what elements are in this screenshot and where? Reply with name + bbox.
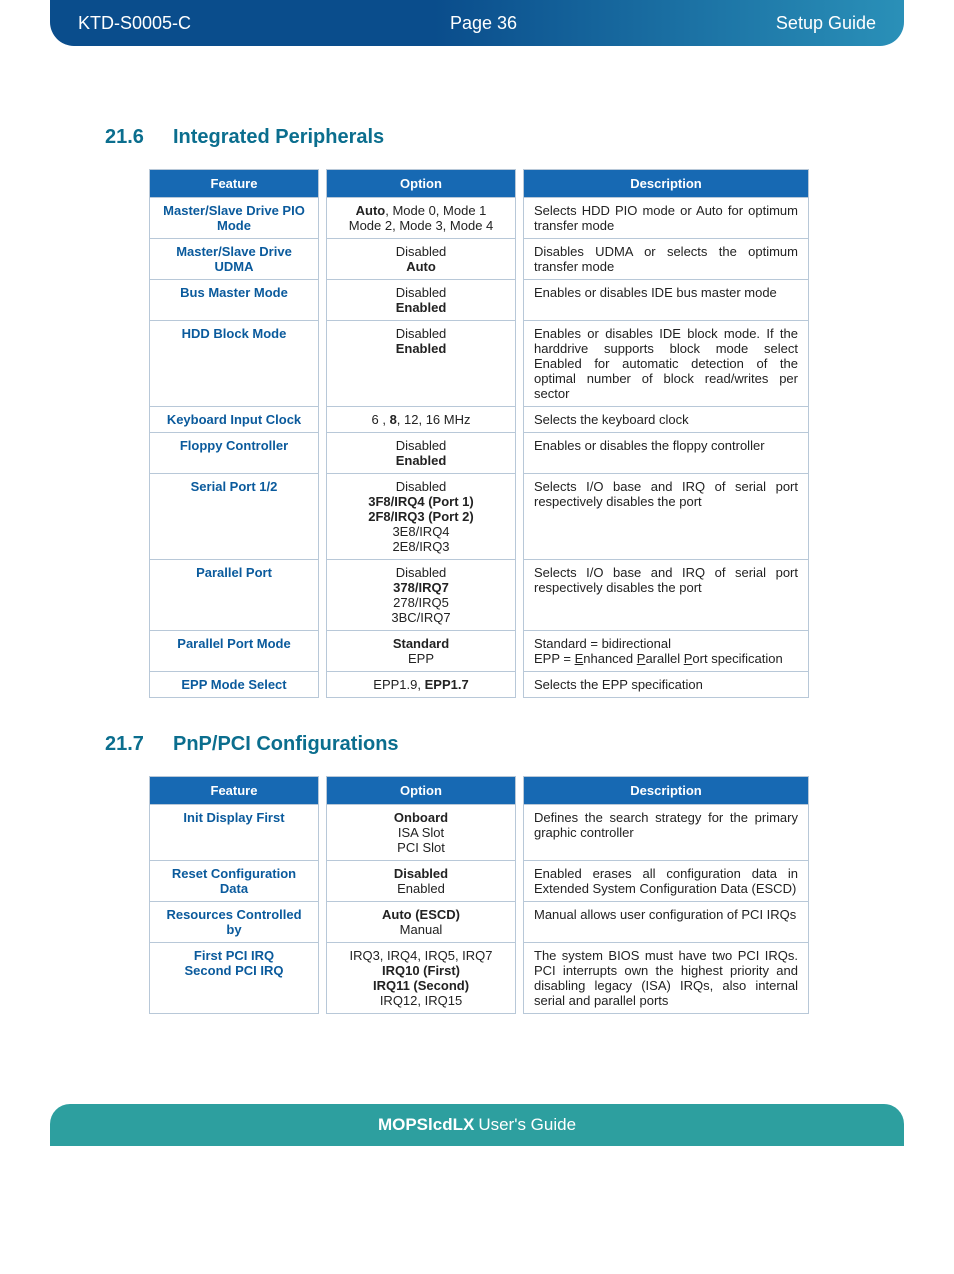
feature-cell: Master/Slave Drive PIOMode [149, 198, 319, 239]
col-feature: Feature [149, 776, 319, 805]
feature-cell: Bus Master Mode [149, 280, 319, 321]
description-cell: Selects the EPP specification [523, 672, 809, 698]
feature-cell: EPP Mode Select [149, 672, 319, 698]
option-cell: Auto, Mode 0, Mode 1Mode 2, Mode 3, Mode… [326, 198, 516, 239]
feature-cell: Reset Configuration Data [149, 861, 319, 902]
table-row: Master/Slave Drive UDMADisabledAutoDisab… [149, 239, 809, 280]
section-number: 21.6 [105, 126, 145, 149]
option-cell: Auto (ESCD)Manual [326, 902, 516, 943]
option-cell: DisabledEnabled [326, 861, 516, 902]
col-option: Option [326, 169, 516, 198]
footer-product: MOPSlcdLX [378, 1115, 474, 1135]
description-cell: Enables or disables IDE bus master mode [523, 280, 809, 321]
feature-cell: Parallel Port Mode [149, 631, 319, 672]
table-row: Bus Master ModeDisabledEnabledEnables or… [149, 280, 809, 321]
col-feature: Feature [149, 169, 319, 198]
description-cell: Selects I/O base and IRQ of serial port … [523, 474, 809, 560]
option-cell: DisabledEnabled [326, 280, 516, 321]
description-cell: Selects I/O base and IRQ of serial port … [523, 560, 809, 631]
col-description: Description [523, 776, 809, 805]
table-row: Parallel PortDisabled378/IRQ7278/IRQ53BC… [149, 560, 809, 631]
table-header-row: Feature Option Description [149, 169, 809, 198]
feature-cell: Serial Port 1/2 [149, 474, 319, 560]
section-heading-21-7: 21.7 PnP/PCI Configurations [105, 733, 904, 756]
section-number: 21.7 [105, 733, 145, 756]
option-cell: DisabledEnabled [326, 433, 516, 474]
bottom-banner: MOPSlcdLX User's Guide [50, 1104, 904, 1146]
option-cell: EPP1.9, EPP1.7 [326, 672, 516, 698]
feature-cell: Parallel Port [149, 560, 319, 631]
table-row: Serial Port 1/2Disabled3F8/IRQ4 (Port 1)… [149, 474, 809, 560]
table-row: Floppy ControllerDisabledEnabledEnables … [149, 433, 809, 474]
option-cell: IRQ3, IRQ4, IRQ5, IRQ7IRQ10 (First)IRQ11… [326, 943, 516, 1014]
table-row: Reset Configuration DataDisabledEnabledE… [149, 861, 809, 902]
doc-id: KTD-S0005-C [78, 13, 191, 34]
table-row: HDD Block ModeDisabledEnabledEnables or … [149, 321, 809, 407]
description-cell: Selects the keyboard clock [523, 407, 809, 433]
description-cell: Standard = bidirectionalEPP = Enhanced P… [523, 631, 809, 672]
integrated-peripherals-table: Feature Option Description Master/Slave … [149, 169, 809, 698]
feature-cell: HDD Block Mode [149, 321, 319, 407]
section-title: Integrated Peripherals [173, 126, 384, 149]
option-cell: OnboardISA SlotPCI Slot [326, 805, 516, 861]
option-cell: 6 , 8, 12, 16 MHz [326, 407, 516, 433]
page-number: Page 36 [450, 13, 517, 34]
table-row: Resources Controlled byAuto (ESCD)Manual… [149, 902, 809, 943]
footer-rest: User's Guide [478, 1115, 576, 1135]
table-row: Parallel Port ModeStandardEPPStandard = … [149, 631, 809, 672]
description-cell: Selects HDD PIO mode or Auto for optimum… [523, 198, 809, 239]
col-description: Description [523, 169, 809, 198]
table-row: Keyboard Input Clock 6 , 8, 12, 16 MHz Sel… [149, 407, 809, 433]
option-cell: Disabled378/IRQ7278/IRQ53BC/IRQ7 [326, 560, 516, 631]
section-title: PnP/PCI Configurations [173, 733, 399, 756]
feature-cell: Init Display First [149, 805, 319, 861]
pnp-pci-table: Feature Option Description Init Display … [149, 776, 809, 1014]
option-cell: Disabled3F8/IRQ4 (Port 1)2F8/IRQ3 (Port … [326, 474, 516, 560]
description-cell: Disables UDMA or selects the optimum tra… [523, 239, 809, 280]
option-cell: DisabledEnabled [326, 321, 516, 407]
table-row: EPP Mode Select EPP1.9, EPP1.7 Selects the… [149, 672, 809, 698]
col-option: Option [326, 776, 516, 805]
description-cell: Enables or disables IDE block mode. If t… [523, 321, 809, 407]
table-row: First PCI IRQSecond PCI IRQIRQ3, IRQ4, I… [149, 943, 809, 1014]
feature-cell: Resources Controlled by [149, 902, 319, 943]
guide-type: Setup Guide [776, 13, 876, 34]
option-cell: DisabledAuto [326, 239, 516, 280]
table-row: Master/Slave Drive PIOModeAuto, Mode 0, … [149, 198, 809, 239]
description-cell: Enabled erases all configuration data in… [523, 861, 809, 902]
feature-cell: First PCI IRQSecond PCI IRQ [149, 943, 319, 1014]
top-banner: KTD-S0005-C Page 36 Setup Guide [50, 0, 904, 46]
table-row: Init Display FirstOnboardISA SlotPCI Slo… [149, 805, 809, 861]
description-cell: Manual allows user configuration of PCI … [523, 902, 809, 943]
description-cell: Enables or disables the floppy controlle… [523, 433, 809, 474]
table-header-row: Feature Option Description [149, 776, 809, 805]
description-cell: Defines the search strategy for the prim… [523, 805, 809, 861]
feature-cell: Master/Slave Drive UDMA [149, 239, 319, 280]
section-heading-21-6: 21.6 Integrated Peripherals [105, 126, 904, 149]
feature-cell: Floppy Controller [149, 433, 319, 474]
feature-cell: Keyboard Input Clock [149, 407, 319, 433]
description-cell: The system BIOS must have two PCI IRQs. … [523, 943, 809, 1014]
option-cell: StandardEPP [326, 631, 516, 672]
